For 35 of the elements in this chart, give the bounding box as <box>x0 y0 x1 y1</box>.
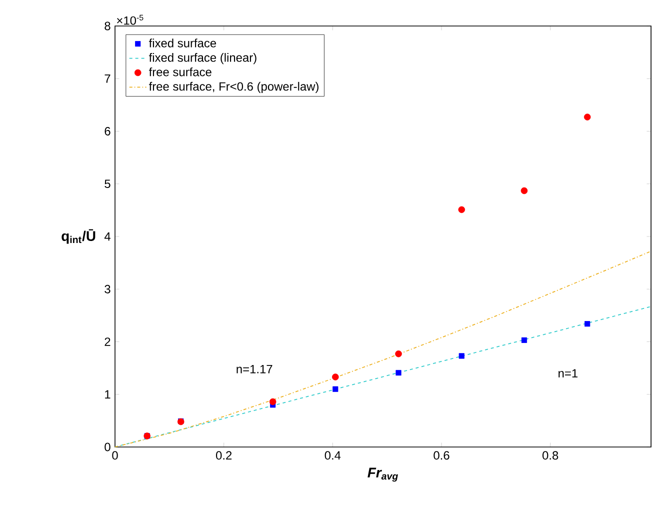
y-tick-label: 6 <box>104 127 110 136</box>
x-tick-label: 0.6 <box>434 451 450 460</box>
y-tick-label: 7 <box>104 74 110 83</box>
x-tick-label: 0.8 <box>542 451 558 460</box>
point <box>332 374 339 380</box>
annotation: n=1.17 <box>236 364 272 374</box>
point <box>520 187 528 194</box>
y-tick-label: 2 <box>104 338 110 346</box>
point <box>521 337 528 343</box>
point <box>458 206 466 214</box>
x-tick-label: 0 <box>112 451 118 460</box>
point <box>584 114 591 120</box>
x-tick-label: 0.4 <box>324 451 341 460</box>
point <box>458 353 464 359</box>
point <box>395 350 402 358</box>
point <box>396 370 402 376</box>
legend-label: free surface, Fr<0.6 (power-law) <box>148 82 318 94</box>
y-tick-label: 3 <box>104 284 110 294</box>
point <box>269 398 276 406</box>
y-axis-title: q$_{int}$/Ū <box>62 229 96 244</box>
line-series <box>114 250 652 448</box>
y-tick-label: 4 <box>104 232 110 241</box>
legend-label: free surface <box>148 67 212 76</box>
annotation: n=1 <box>558 369 578 378</box>
y-tick-label: 0 <box>104 442 110 452</box>
text: ×10$^{-5}$ <box>117 14 144 25</box>
y-tick-label: 8 <box>104 22 110 30</box>
legend-label: fixed surface (linear) <box>148 53 256 64</box>
legend-label: fixed surface <box>148 38 216 48</box>
y-tick-label: 1 <box>105 390 110 398</box>
y-tick-label: 5 <box>104 180 110 188</box>
point <box>584 321 590 327</box>
point <box>332 386 338 392</box>
x-tick-label: 0.2 <box>216 451 232 460</box>
text: Fr$_{avg}$ <box>368 468 398 482</box>
